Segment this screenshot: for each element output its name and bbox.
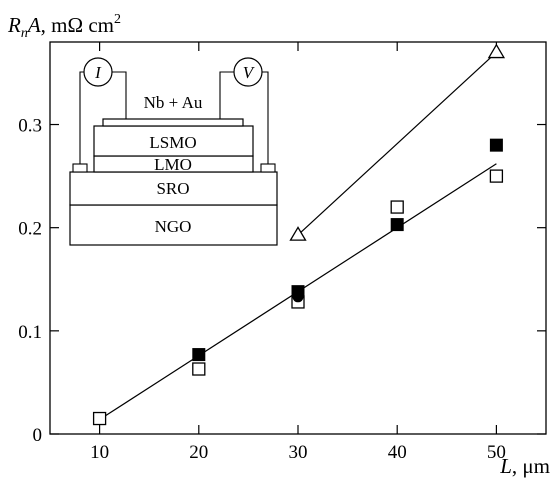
- layer-ngo: [69, 204, 278, 246]
- current-wire: [79, 71, 84, 164]
- y-tick-label: 0.1: [18, 322, 42, 343]
- layer-lmo-label: LMO: [154, 155, 192, 174]
- x-axis-title: L, μm: [499, 454, 550, 478]
- x-tick-label: 50: [487, 442, 506, 463]
- fit-line: [297, 51, 497, 236]
- right-contact: [260, 163, 276, 173]
- open-square-point: [390, 200, 404, 214]
- x-ticks: 10 20 30 40 50: [90, 42, 506, 463]
- layer-lsmo-label: LSMO: [149, 133, 196, 152]
- device-inset: NGO SRO LMO LSMO Nb + Au I V: [69, 57, 278, 246]
- current-meter-label: I: [94, 63, 102, 82]
- voltage-wire-left: [219, 71, 234, 119]
- data-markers: [92, 43, 506, 426]
- layer-sro-label: SRO: [156, 179, 189, 198]
- current-wire-right: [112, 71, 127, 119]
- open-square-point: [92, 411, 107, 426]
- layer-sro: [69, 171, 278, 206]
- layer-ngo-label: NGO: [155, 217, 192, 236]
- open-triangle-point: [487, 43, 506, 59]
- open-triangle-point: [289, 226, 307, 241]
- y-tick-label: 0.2: [18, 219, 42, 240]
- open-square-point: [489, 169, 504, 183]
- filled-circle-point: [292, 291, 304, 303]
- voltage-meter: [233, 57, 263, 87]
- y-tick-label: 0.3: [18, 116, 42, 137]
- y-axis-title: RnA, mΩ cm2: [7, 12, 121, 41]
- y-tick-label: 0: [33, 425, 43, 446]
- x-tick-label: 10: [90, 442, 109, 463]
- voltage-meter-label: V: [243, 63, 256, 82]
- filled-square-point: [390, 218, 404, 232]
- x-tick-label: 20: [189, 442, 208, 463]
- voltage-wire-right: [262, 71, 269, 164]
- left-contact: [72, 163, 88, 173]
- x-tick-label: 40: [388, 442, 407, 463]
- filled-square-point: [192, 348, 206, 362]
- layer-lsmo: [93, 125, 254, 157]
- layer-nb-au: [102, 118, 244, 127]
- filled-square-point: [489, 138, 503, 152]
- open-square-point: [192, 362, 206, 376]
- y-ticks: 0 0.1 0.2 0.3: [18, 116, 546, 446]
- current-meter: [83, 57, 113, 87]
- x-tick-label: 30: [289, 442, 308, 463]
- layer-nb-au-label: Nb + Au: [144, 93, 203, 112]
